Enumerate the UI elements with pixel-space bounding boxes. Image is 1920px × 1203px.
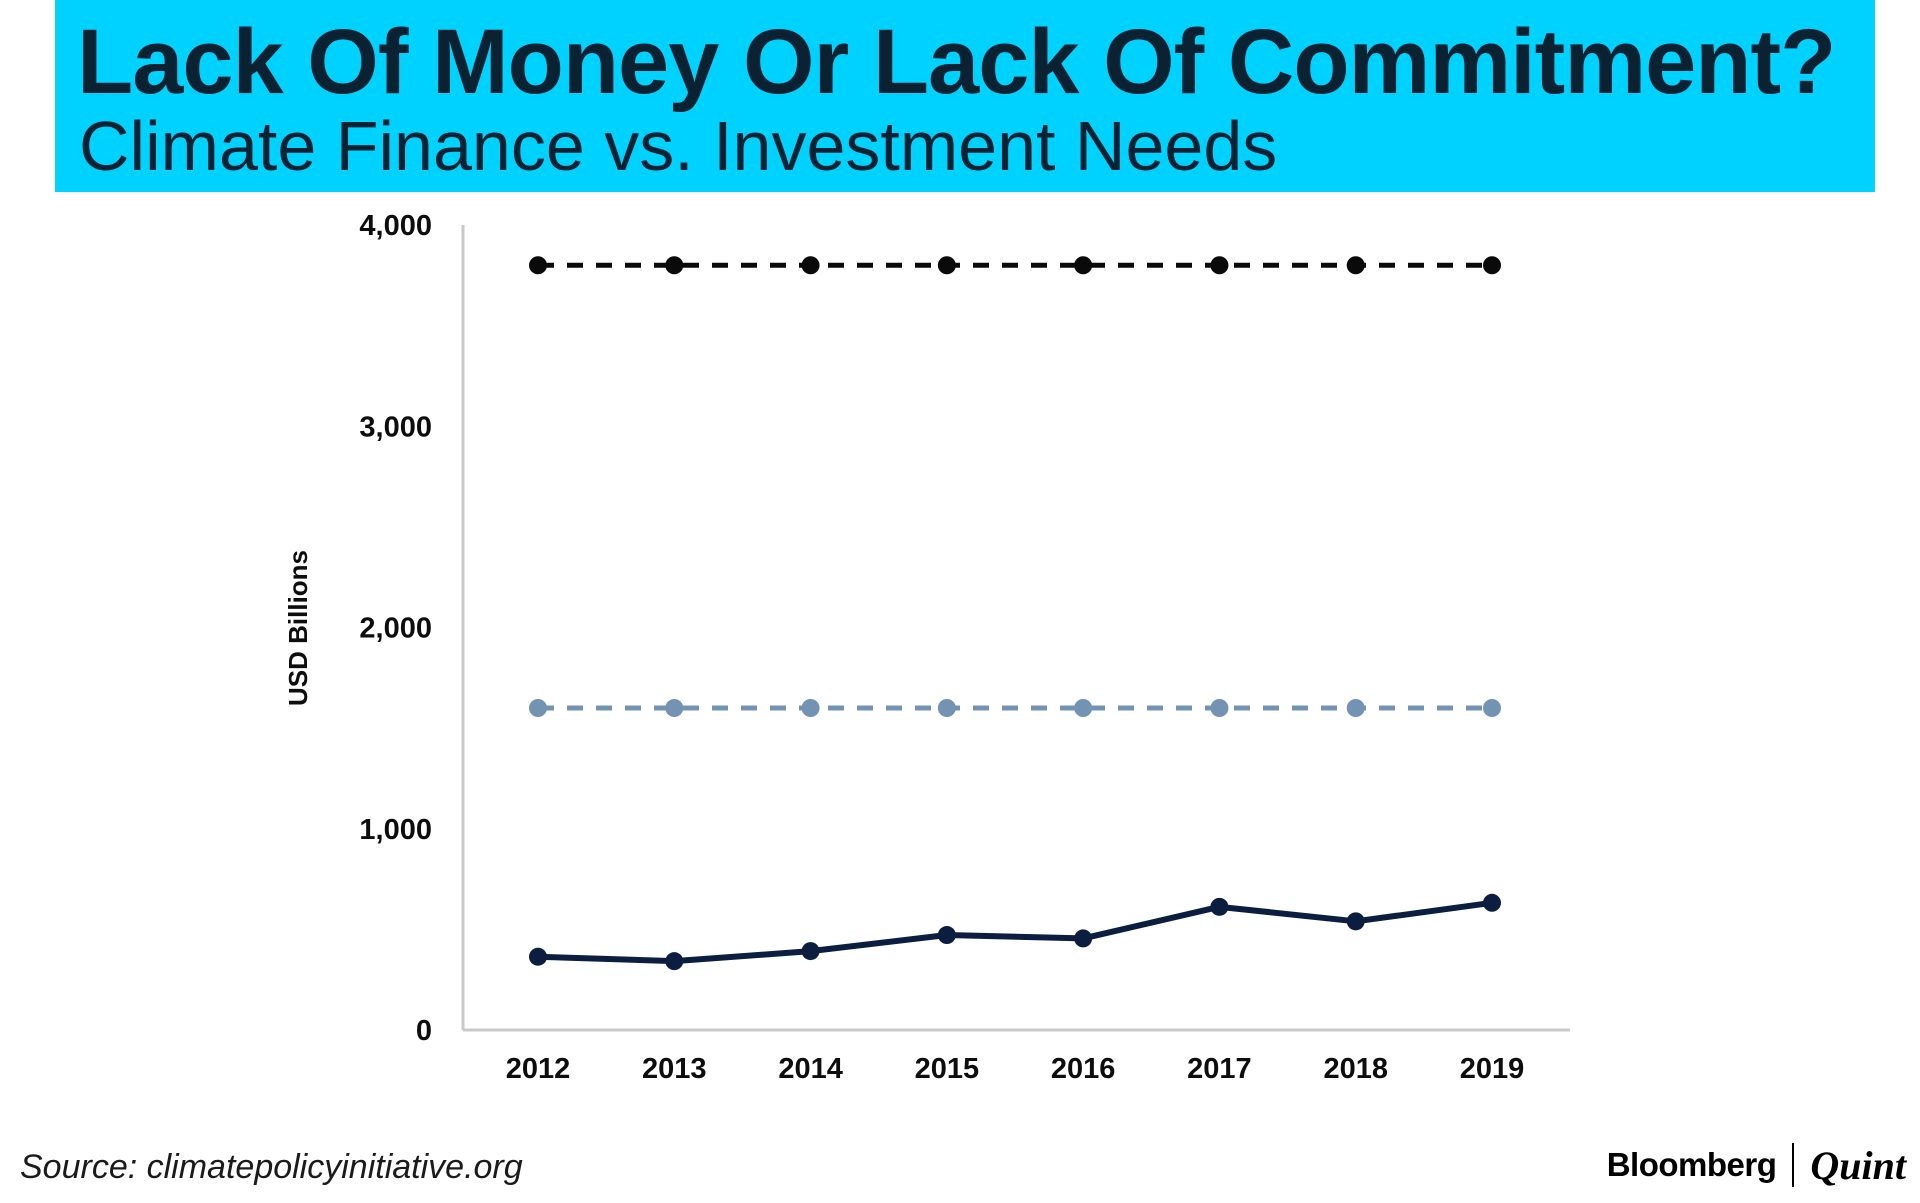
data-point-lower-investment-need xyxy=(801,699,820,717)
data-point-climate-finance xyxy=(801,942,820,961)
data-point-upper-investment-need xyxy=(1483,256,1501,275)
data-point-lower-investment-need xyxy=(937,699,956,717)
data-point-upper-investment-need xyxy=(1210,256,1229,275)
x-tick-label: 2015 xyxy=(915,1053,980,1085)
x-tick-label: 2016 xyxy=(1051,1053,1116,1085)
data-point-lower-investment-need xyxy=(665,699,684,717)
series-line-climate-finance xyxy=(537,899,1493,965)
x-tick-label: 2013 xyxy=(642,1053,707,1085)
data-point-climate-finance xyxy=(937,926,956,945)
data-point-lower-investment-need xyxy=(1074,699,1093,717)
brand-divider xyxy=(1792,1143,1795,1187)
page-title: Lack Of Money Or Lack Of Commitment? xyxy=(77,11,1836,113)
data-point-upper-investment-need xyxy=(529,256,547,275)
y-tick-label: 0 xyxy=(416,1015,432,1047)
header-banner: Lack Of Money Or Lack Of Commitment? Cli… xyxy=(55,0,1875,192)
y-tick-label: 2,000 xyxy=(359,613,432,645)
data-point-climate-finance xyxy=(1210,897,1229,916)
y-axis-title: USD Billions xyxy=(283,550,313,706)
brand-quint: Quint xyxy=(1810,1142,1906,1188)
page-subtitle: Climate Finance vs. Investment Needs xyxy=(79,107,1278,185)
data-point-climate-finance xyxy=(1346,912,1365,931)
x-tick-label: 2019 xyxy=(1460,1053,1525,1085)
y-tick-label: 1,000 xyxy=(359,814,432,846)
data-point-upper-investment-need xyxy=(801,256,820,275)
data-point-climate-finance xyxy=(529,947,547,966)
data-point-climate-finance xyxy=(1074,929,1093,948)
brand-bloomberg: Bloomberg xyxy=(1606,1146,1777,1183)
data-point-upper-investment-need xyxy=(1346,256,1365,275)
y-tick-label: 4,000 xyxy=(359,210,432,242)
x-tick-label: 2014 xyxy=(778,1053,843,1085)
data-point-climate-finance xyxy=(665,952,684,971)
data-point-upper-investment-need xyxy=(937,256,956,275)
data-point-climate-finance xyxy=(1483,893,1501,912)
data-point-lower-investment-need xyxy=(1210,699,1229,717)
data-point-lower-investment-need xyxy=(1483,699,1501,717)
x-tick-label: 2012 xyxy=(506,1053,571,1085)
data-point-upper-investment-need xyxy=(1074,256,1093,275)
source-note: Source: climatepolicyinitiative.org xyxy=(20,1148,523,1186)
y-tick-label: 3,000 xyxy=(359,411,432,443)
x-tick-label: 2018 xyxy=(1323,1053,1388,1085)
data-point-lower-investment-need xyxy=(1346,699,1365,717)
data-point-upper-investment-need xyxy=(665,256,684,275)
brand-logo: Bloomberg Quint xyxy=(1607,1140,1906,1190)
x-tick-label: 2017 xyxy=(1187,1053,1252,1085)
data-point-lower-investment-need xyxy=(529,699,547,717)
